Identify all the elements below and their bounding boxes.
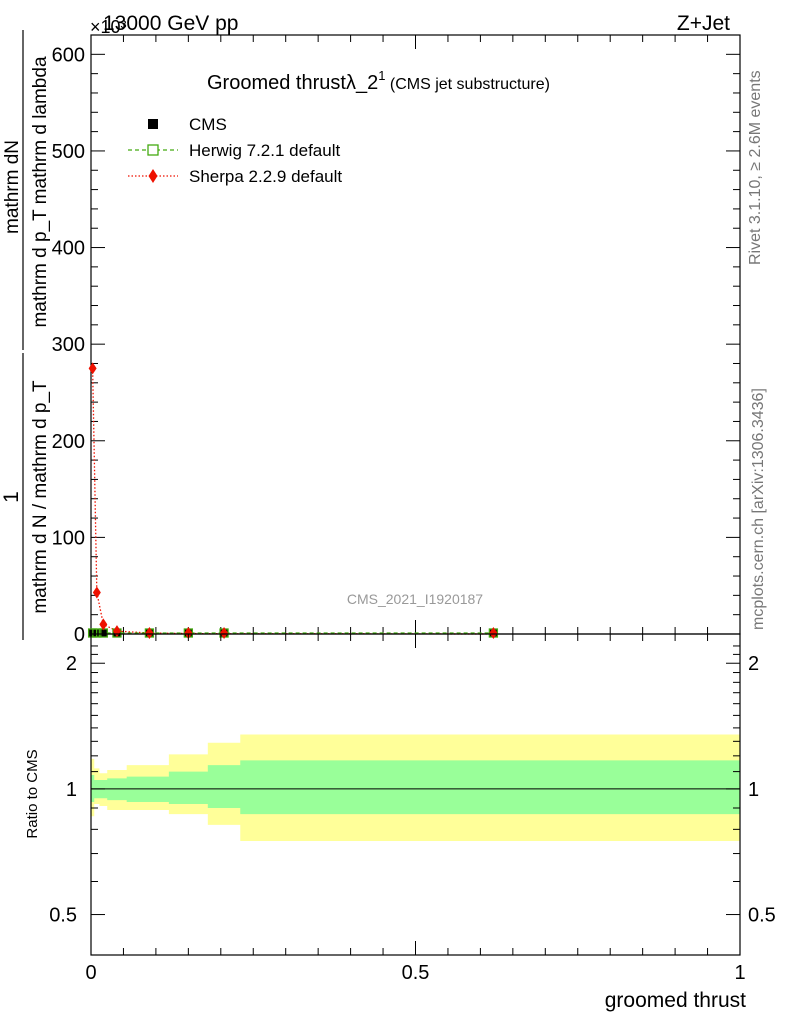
y-exponent-label: ×10³ (90, 17, 127, 37)
ratio-bands (91, 734, 740, 842)
sherpa-point (220, 627, 229, 639)
ratio-y-tick-label-right: 0.5 (748, 905, 776, 927)
x-tick-label: 0.5 (402, 962, 430, 984)
legend-marker-cms (148, 119, 158, 129)
cms-point (99, 629, 108, 637)
ratio-plot-panel: 0.5 0.51 12 2 0 0.5 1 Ratio to CMS groomed th… (24, 633, 776, 1012)
legend-item-herwig: Herwig 7.2.1 default (128, 141, 340, 160)
legend-label-herwig: Herwig 7.2.1 default (189, 141, 340, 160)
main-y-tick-label: 500 (52, 141, 85, 163)
ratio-y-tick-label-right: 1 (748, 779, 759, 801)
y-label-numerator: mathrm dN (2, 140, 23, 234)
ratio-inner-band (91, 760, 740, 815)
legend-item-cms: CMS (148, 115, 227, 134)
legend-label-sherpa: Sherpa 2.2.9 default (189, 167, 342, 186)
ratio-x-axis: 0 0.5 1 (85, 634, 746, 984)
legend-item-sherpa: Sherpa 2.2.9 default (128, 167, 342, 186)
main-plot-panel: 0 100 200 300 400 500 600 Groomed thrustλ_21 (… (52, 34, 741, 646)
chart-title: Groomed thrustλ_21 (CMS jet substructure… (207, 68, 550, 94)
y-label-prefix: 1 (0, 491, 23, 503)
process-label: Z+Jet (677, 12, 730, 35)
legend-marker-sherpa (148, 169, 158, 183)
sherpa-point (88, 362, 97, 375)
main-y-tick-label: 200 (52, 431, 85, 453)
y-label-prefix-denominator: mathrm d N / mathrm d p_T (30, 380, 51, 614)
x-tick-label: 0 (85, 962, 96, 984)
legend-label-cms: CMS (189, 115, 227, 134)
ratio-y-tick-label-right: 2 (748, 653, 759, 675)
chart-title-subtitle: (CMS jet substructure) (385, 76, 549, 93)
sherpa-line (91, 368, 494, 635)
sherpa-point (489, 627, 498, 639)
sherpa-point (145, 627, 154, 639)
mcplots-label: mcplots.cern.ch [arXiv:1306.3436] (750, 388, 767, 630)
ratio-y-label: Ratio to CMS (24, 749, 41, 838)
x-tick-label: 1 (734, 962, 745, 984)
main-y-tick-label: 100 (52, 527, 85, 549)
chart-title-superscript: 1 (378, 68, 385, 83)
main-y-tick-label: 400 (52, 238, 85, 260)
x-axis-label: groomed thrust (605, 989, 746, 1012)
ratio-y-tick-label: 0.5 (49, 905, 77, 927)
rivet-label: Rivet 3.1.10, ≥ 2.6M events (747, 70, 764, 265)
energy-label: 13000 GeV pp (103, 12, 238, 35)
legend-marker-herwig (147, 144, 159, 156)
legend: CMS Herwig 7.2.1 default Sherpa 2.2.9 defa… (128, 115, 342, 186)
main-y-label: 1 mathrm d N / mathrm d p_T mathrm dN ma… (0, 30, 51, 640)
ratio-y-tick-label: 1 (66, 779, 77, 801)
sherpa-point (92, 586, 101, 599)
sherpa-point (184, 627, 193, 639)
main-y-axis: 0 100 200 300 400 500 600 (52, 34, 740, 646)
main-y-tick-label: 300 (52, 334, 85, 356)
main-y-tick-label: 0 (74, 624, 85, 646)
herwig-point (92, 628, 102, 638)
watermark-label: CMS_2021_I1920187 (347, 591, 483, 607)
main-y-tick-label: 600 (52, 44, 85, 66)
ratio-y-axis: 0.5 0.5 1 1 2 2 (49, 645, 776, 927)
sherpa-point (99, 618, 108, 631)
ratio-y-tick-label: 2 (66, 653, 77, 675)
chart-title-main: Groomed thrustλ_2 (207, 72, 378, 94)
y-label-denominator: mathrm d p_T mathrm d lambda (30, 56, 51, 327)
